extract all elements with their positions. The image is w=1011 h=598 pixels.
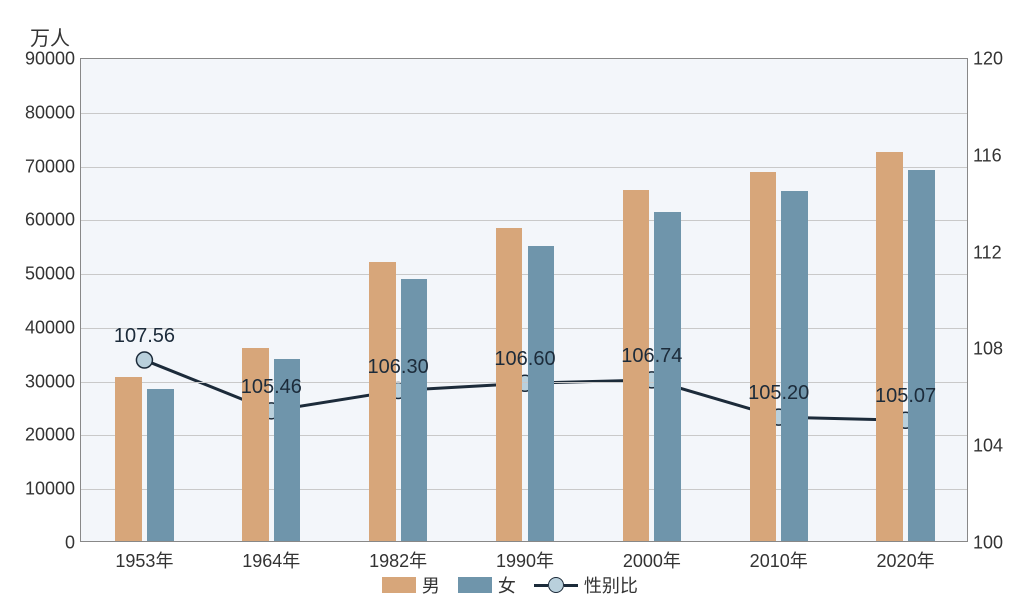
sex-ratio-label: 105.07 [875,385,936,408]
y-axis-title: 万人 [30,22,70,51]
bar-female [654,212,681,541]
y-left-tick: 10000 [25,479,81,500]
y-left-tick: 40000 [25,317,81,338]
y-right-tick: 116 [967,145,1002,166]
bar-male [876,152,903,541]
y-left-tick: 30000 [25,371,81,392]
sex-ratio-line [81,59,969,543]
legend-label: 女 [498,572,516,598]
legend-line-icon [534,577,578,593]
y-right-tick: 120 [967,49,1003,70]
bar-female [781,191,808,541]
gridline [81,167,967,168]
x-tick: 1982年 [369,541,427,573]
y-left-tick: 60000 [25,210,81,231]
x-tick: 2000年 [623,541,681,573]
y-left-tick: 70000 [25,156,81,177]
y-left-tick: 90000 [25,49,81,70]
sex-ratio-label: 106.60 [494,348,555,371]
x-tick: 2020年 [877,541,935,573]
y-right-tick: 100 [967,533,1003,554]
gridline [81,435,967,436]
y-right-tick: 108 [967,339,1003,360]
bar-female [401,279,428,541]
y-left-tick: 20000 [25,425,81,446]
sex-ratio-label: 105.46 [241,376,302,399]
bar-male [369,262,396,541]
legend: 男 女 性别比 [382,572,638,598]
y-right-tick: 104 [967,436,1003,457]
y-right-tick: 112 [967,242,1002,263]
gridline [81,328,967,329]
legend-item: 男 [382,572,440,598]
bar-male [750,172,777,541]
bar-female [528,246,555,541]
legend-item: 女 [458,572,516,598]
x-tick: 2010年 [750,541,808,573]
bar-female [147,389,174,541]
y-left-tick: 80000 [25,102,81,123]
legend-label: 男 [422,572,440,598]
sex-ratio-label: 105.20 [748,382,809,405]
y-left-tick: 50000 [25,264,81,285]
sex-ratio-label: 106.30 [368,356,429,379]
x-tick: 1953年 [115,541,173,573]
bar-male [496,228,523,541]
plot-area: 0100002000030000400005000060000700008000… [80,58,968,542]
population-sex-ratio-chart: 万人 0100002000030000400005000060000700008… [0,0,1011,598]
bar-female [908,170,935,541]
x-tick: 1990年 [496,541,554,573]
legend-label: 性别比 [584,572,638,598]
sex-ratio-label: 107.56 [114,325,175,348]
gridline [81,113,967,114]
sex-ratio-label: 106.74 [621,345,682,368]
bar-male [115,377,142,541]
gridline [81,382,967,383]
legend-swatch [458,577,492,593]
legend-swatch [382,577,416,593]
legend-item: 性别比 [534,572,638,598]
gridline [81,489,967,490]
gridline [81,220,967,221]
x-tick: 1964年 [242,541,300,573]
y-left-tick: 0 [65,533,81,554]
gridline [81,274,967,275]
